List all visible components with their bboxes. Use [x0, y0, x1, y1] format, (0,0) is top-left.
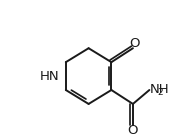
Text: 2: 2: [157, 88, 163, 97]
Text: O: O: [128, 124, 138, 137]
Text: O: O: [130, 37, 140, 50]
Text: HN: HN: [40, 70, 59, 83]
Text: NH: NH: [150, 83, 170, 96]
